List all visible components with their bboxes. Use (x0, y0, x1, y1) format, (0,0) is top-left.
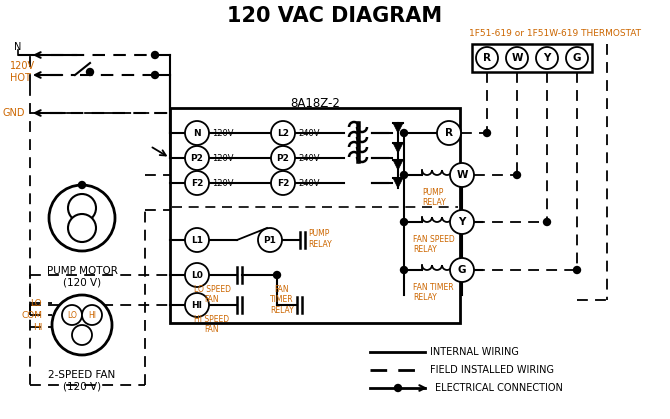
Text: 240V: 240V (298, 129, 320, 137)
Circle shape (566, 47, 588, 69)
Text: G: G (458, 265, 466, 275)
Text: PUMP
RELAY: PUMP RELAY (422, 188, 446, 207)
Circle shape (450, 258, 474, 282)
Circle shape (401, 129, 407, 137)
Circle shape (185, 228, 209, 252)
Text: LO SPEED
FAN: LO SPEED FAN (194, 285, 230, 304)
Circle shape (258, 228, 282, 252)
Polygon shape (393, 143, 403, 153)
Text: PUMP MOTOR
(120 V): PUMP MOTOR (120 V) (46, 266, 117, 287)
Text: GND: GND (3, 108, 25, 118)
Text: 120V: 120V (212, 153, 234, 163)
Text: HI: HI (33, 323, 42, 331)
Circle shape (151, 72, 159, 78)
Circle shape (62, 305, 82, 325)
Text: FAN SPEED
RELAY: FAN SPEED RELAY (413, 235, 455, 254)
Circle shape (49, 185, 115, 251)
Text: N: N (193, 129, 201, 137)
Circle shape (185, 263, 209, 287)
Text: INTERNAL WIRING: INTERNAL WIRING (430, 347, 519, 357)
Circle shape (72, 325, 92, 345)
Text: 1F51-619 or 1F51W-619 THERMOSTAT: 1F51-619 or 1F51W-619 THERMOSTAT (469, 28, 641, 37)
Circle shape (271, 121, 295, 145)
Circle shape (185, 293, 209, 317)
Text: P2: P2 (277, 153, 289, 163)
Text: N: N (14, 42, 21, 52)
Text: HI: HI (192, 300, 202, 310)
Text: PUMP
RELAY: PUMP RELAY (308, 229, 332, 249)
Text: HI: HI (88, 310, 96, 320)
Polygon shape (393, 178, 403, 188)
Text: ELECTRICAL CONNECTION: ELECTRICAL CONNECTION (435, 383, 563, 393)
Circle shape (574, 266, 580, 274)
Text: HOT: HOT (10, 73, 31, 83)
Text: 120V: 120V (212, 129, 234, 137)
Circle shape (82, 305, 102, 325)
Circle shape (536, 47, 558, 69)
Text: FIELD INSTALLED WIRING: FIELD INSTALLED WIRING (430, 365, 554, 375)
Text: R: R (483, 53, 491, 63)
Circle shape (52, 295, 112, 355)
Circle shape (543, 218, 551, 225)
Circle shape (437, 121, 461, 145)
Text: COM: COM (21, 310, 42, 320)
Text: 240V: 240V (298, 178, 320, 187)
Circle shape (401, 171, 407, 178)
Text: 240V: 240V (298, 153, 320, 163)
Circle shape (271, 171, 295, 195)
Text: LO: LO (30, 298, 42, 308)
Text: 2-SPEED FAN
(120 V): 2-SPEED FAN (120 V) (48, 370, 116, 392)
Circle shape (185, 146, 209, 170)
Text: F2: F2 (191, 178, 203, 187)
Text: L0: L0 (191, 271, 203, 279)
Circle shape (401, 266, 407, 274)
Circle shape (151, 52, 159, 59)
Text: 120V: 120V (212, 178, 234, 187)
Circle shape (185, 171, 209, 195)
Text: Y: Y (458, 217, 466, 227)
Circle shape (68, 214, 96, 242)
Circle shape (86, 68, 94, 75)
Text: FAN TIMER
RELAY: FAN TIMER RELAY (413, 283, 454, 303)
Polygon shape (393, 160, 403, 170)
Bar (472, 44, 592, 72)
Text: 8A18Z-2: 8A18Z-2 (290, 96, 340, 109)
Text: L2: L2 (277, 129, 289, 137)
Circle shape (68, 194, 96, 222)
Text: 120V: 120V (10, 61, 35, 71)
Circle shape (484, 129, 490, 137)
Text: P1: P1 (263, 235, 277, 245)
Text: HI SPEED
FAN: HI SPEED FAN (194, 315, 230, 334)
Text: 120 VAC DIAGRAM: 120 VAC DIAGRAM (227, 6, 443, 26)
Circle shape (395, 385, 401, 391)
Text: FAN
TIMER
RELAY: FAN TIMER RELAY (270, 285, 294, 315)
Circle shape (513, 171, 521, 178)
Text: F2: F2 (277, 178, 289, 187)
Text: W: W (511, 53, 523, 63)
Circle shape (476, 47, 498, 69)
Bar (170, 108, 460, 323)
Text: Y: Y (543, 53, 551, 63)
Circle shape (506, 47, 528, 69)
Circle shape (273, 272, 281, 279)
Circle shape (185, 121, 209, 145)
Text: W: W (456, 170, 468, 180)
Text: R: R (445, 128, 453, 138)
Circle shape (78, 181, 86, 189)
Circle shape (450, 163, 474, 187)
Circle shape (271, 146, 295, 170)
Polygon shape (393, 123, 403, 133)
Text: P2: P2 (190, 153, 204, 163)
Circle shape (450, 210, 474, 234)
Text: L1: L1 (191, 235, 203, 245)
Text: G: G (573, 53, 582, 63)
Circle shape (401, 218, 407, 225)
Text: LO: LO (67, 310, 77, 320)
